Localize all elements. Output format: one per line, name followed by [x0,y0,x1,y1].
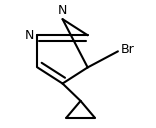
Text: Br: Br [120,43,134,56]
Text: N: N [58,4,67,17]
Text: N: N [25,29,34,42]
